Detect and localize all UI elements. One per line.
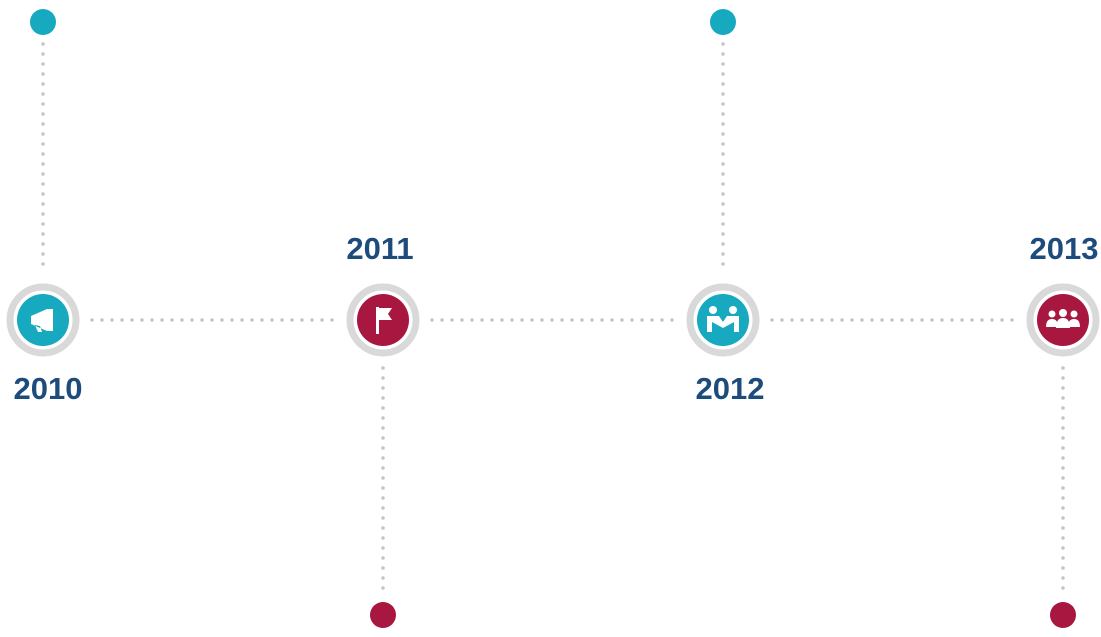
handshake-icon — [707, 306, 739, 332]
badge — [697, 294, 749, 346]
endpoint — [1050, 602, 1076, 628]
flag-icon — [376, 307, 392, 334]
endpoint — [710, 9, 736, 35]
year-label: 2010 — [14, 371, 83, 406]
year-label: 2011 — [346, 231, 413, 266]
year-label: 2013 — [1030, 231, 1099, 266]
endpoint — [370, 602, 396, 628]
milestone — [346, 283, 420, 357]
year-label: 2012 — [696, 371, 765, 406]
group-icon — [1046, 309, 1080, 328]
milestone — [6, 283, 80, 357]
milestone — [1026, 283, 1100, 357]
megaphone-icon — [31, 309, 53, 332]
milestone — [686, 283, 760, 357]
endpoint — [30, 9, 56, 35]
